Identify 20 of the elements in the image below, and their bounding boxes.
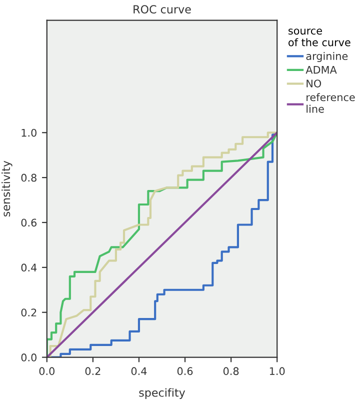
chart-title: ROC curve	[134, 5, 191, 14]
y-axis-title: sensitivity	[2, 160, 12, 216]
x-tick-label: 0.8	[223, 367, 239, 376]
legend-title: source of the curve	[288, 28, 350, 46]
x-tick-label: 0.0	[39, 367, 54, 376]
x-tick-label: 1.0	[270, 367, 285, 376]
legend-label: ADMA	[306, 66, 337, 74]
y-tick-label: 0.4	[21, 264, 37, 272]
x-tick-label: 0.6	[177, 367, 193, 376]
legend-label: reference line	[306, 93, 355, 113]
legend-label: NO	[306, 80, 322, 88]
x-tick-label: 0.2	[85, 367, 100, 376]
y-tick-label: 0.0	[21, 354, 36, 362]
y-tick-label: 0.2	[21, 308, 36, 316]
legend-label: arginine	[306, 52, 348, 62]
y-tick-label: 1.0	[22, 128, 36, 137]
x-tick-label: 0.4	[131, 367, 147, 376]
x-axis-title: specifity	[139, 388, 186, 399]
y-tick-label: 0.8	[21, 174, 36, 182]
y-tick-label: 0.6	[21, 218, 37, 227]
